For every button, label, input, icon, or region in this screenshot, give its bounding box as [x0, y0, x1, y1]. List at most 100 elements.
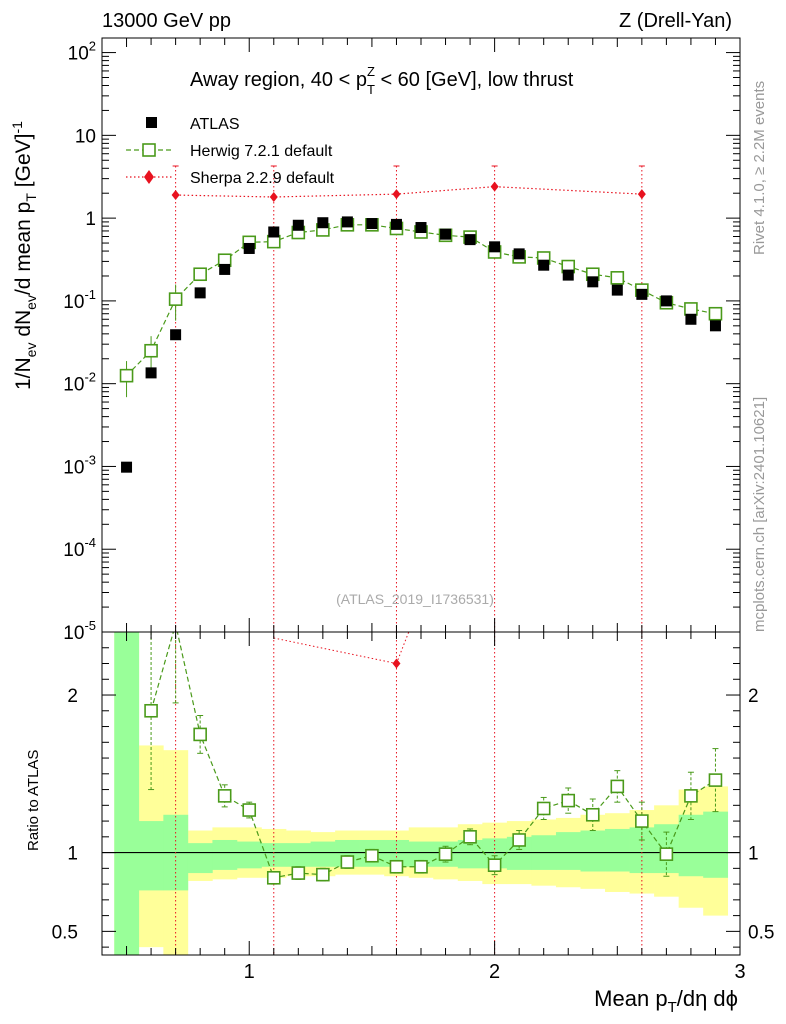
herwig-point	[193, 267, 207, 282]
ratio-herwig-point	[266, 870, 281, 885]
sherpa-point	[392, 189, 401, 200]
ylabel-part-4: [GeV]	[12, 134, 35, 194]
main-ylabel: 1/Nev dNev/d mean pT [GeV]-1	[9, 121, 39, 390]
ratio-ytick-label-right: 0.5	[748, 922, 774, 943]
ratio-band-inner	[605, 828, 630, 872]
legend-atlas-marker	[146, 117, 157, 128]
ytick-exp: -1	[84, 287, 96, 302]
main-ytick-label: 10-4	[63, 535, 96, 561]
atlas-point	[660, 295, 672, 307]
atlas-point	[685, 313, 697, 325]
ylabel-sub-2: ev	[23, 295, 39, 310]
atlas-point	[194, 287, 206, 299]
ratio-band-inner	[114, 632, 140, 955]
main-ytick-label: 10-5	[63, 618, 96, 644]
ratio-band-inner	[555, 832, 581, 870]
ratio-ytick-label-right: 1	[748, 844, 759, 865]
legend: ATLAS Herwig 7.2.1 default Sherpa 2.2.9 …	[126, 116, 335, 187]
ratio-xtick-label: 3	[734, 961, 745, 983]
ratio-herwig-point	[561, 793, 576, 808]
ratio-herwig-point	[291, 866, 306, 880]
ratio-panel: 1 2 30.5 0.51 12 2 Ratio to ATLAS Mean pT/dη …	[25, 631, 774, 1016]
atlas-point	[709, 320, 721, 332]
ratio-axes: 1 2 30.5 0.51 12 2	[52, 631, 774, 983]
ratio-herwig-point	[708, 773, 723, 787]
ratio-herwig-point	[365, 848, 379, 863]
ratio-herwig-point	[217, 789, 232, 803]
legend-atlas-label: ATLAS	[190, 116, 240, 133]
mcplots-label: mcplots.cern.ch [arXiv:2401.10621]	[751, 397, 768, 632]
ratio-ytick-label: 0.5	[52, 922, 78, 943]
ytick-base: 10	[63, 292, 84, 313]
ytick-base: 10	[63, 623, 84, 644]
ratio-herwig-point	[512, 833, 526, 847]
atlas-point	[366, 218, 378, 230]
xlabel-sub: T	[668, 999, 677, 1016]
ratio-band-inner	[187, 843, 213, 874]
ratio-band-inner	[678, 814, 704, 877]
herwig-point	[610, 271, 625, 285]
analysis-watermark: (ATLAS_2019_I1736531)	[336, 591, 494, 607]
ytick-exp: -2	[84, 370, 96, 385]
ratio-band-inner	[236, 841, 262, 869]
ratio-herwig-point	[585, 807, 600, 822]
ytick-base: 10	[63, 457, 84, 478]
ratio-ytick-label-right: 2	[748, 686, 759, 707]
herwig-point	[119, 368, 134, 383]
atlas-point	[611, 284, 623, 296]
atlas-point	[243, 242, 255, 254]
ratio-herwig-point	[193, 727, 207, 742]
sherpa-point	[637, 189, 646, 200]
plot-title: Away region, 40 < pZ T < 60 [GeV], low th…	[190, 64, 574, 97]
sherpa-point	[171, 190, 180, 201]
herwig-point	[144, 343, 158, 358]
ratio-herwig-point	[610, 779, 625, 794]
ratio-band-inner	[703, 811, 729, 878]
herwig-point	[168, 292, 183, 306]
ratio-xtick-label: 2	[489, 961, 500, 983]
ratio-herwig-point	[316, 867, 330, 882]
ylabel-part-3: /d mean p	[12, 202, 35, 295]
sherpa-point	[269, 191, 278, 202]
herwig-point	[708, 306, 723, 321]
ratio-sherpa-line	[273, 637, 397, 665]
ratio-ytick-label: 1	[67, 844, 78, 865]
atlas-point	[170, 329, 182, 341]
title-sub: T	[367, 82, 375, 97]
xlabel-part-2: /dη dϕ	[677, 986, 738, 1011]
ytick-exp: -5	[84, 618, 96, 633]
main-ytick-label: 102	[68, 39, 96, 65]
ratio-band-inner	[261, 843, 287, 867]
title-part-1: Away region, 40 < p	[190, 69, 367, 91]
main-ytick-label: 10-3	[63, 452, 96, 478]
title-sup: Z	[367, 64, 375, 79]
main-ytick-label: 10-2	[63, 370, 96, 396]
main-ytick-label: 10-1	[63, 287, 96, 313]
main-ytick-label: 10	[75, 126, 96, 147]
atlas-point	[440, 228, 452, 240]
herwig-point	[684, 302, 698, 316]
ratio-herwig-point	[463, 830, 477, 844]
ratio-herwig-point	[389, 859, 404, 874]
atlas-point	[562, 269, 574, 281]
ylabel-sub-1: ev	[23, 343, 39, 358]
atlas-point	[489, 241, 501, 253]
sherpa-point	[490, 181, 499, 192]
herwig-line	[126, 224, 716, 377]
ratio-ytick-label: 2	[67, 686, 78, 707]
ytick-exp: -3	[84, 452, 96, 467]
ratio-band-inner	[286, 843, 311, 867]
ratio-frame	[101, 631, 741, 956]
atlas-point	[292, 219, 304, 231]
atlas-point	[587, 276, 599, 288]
ratio-herwig-point	[438, 847, 453, 861]
ratio-sherpa-point	[392, 658, 401, 669]
atlas-point	[219, 263, 231, 275]
ratio-band-inner	[310, 841, 336, 867]
atlas-point	[317, 217, 329, 229]
legend-herwig-label: Herwig 7.2.1 default	[190, 143, 333, 160]
ratio-ylabel: Ratio to ATLAS	[25, 750, 42, 851]
